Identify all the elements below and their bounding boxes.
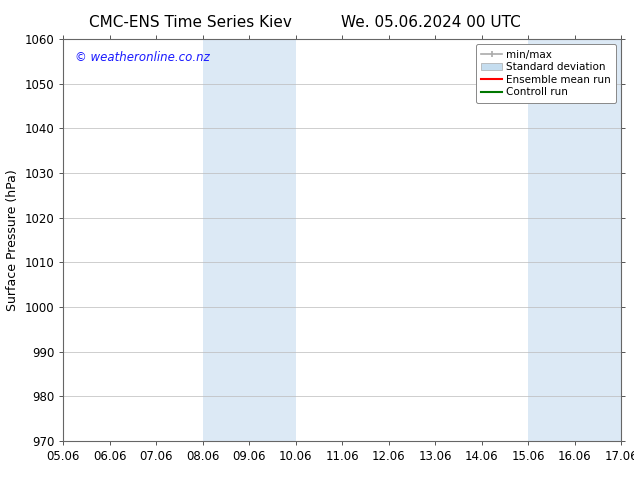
- Bar: [203, 39, 296, 441]
- Y-axis label: Surface Pressure (hPa): Surface Pressure (hPa): [6, 169, 19, 311]
- Text: CMC-ENS Time Series Kiev: CMC-ENS Time Series Kiev: [89, 15, 292, 30]
- Legend: min/max, Standard deviation, Ensemble mean run, Controll run: min/max, Standard deviation, Ensemble me…: [476, 45, 616, 102]
- Text: © weatheronline.co.nz: © weatheronline.co.nz: [75, 51, 209, 64]
- Bar: [528, 39, 621, 441]
- Text: We. 05.06.2024 00 UTC: We. 05.06.2024 00 UTC: [341, 15, 521, 30]
